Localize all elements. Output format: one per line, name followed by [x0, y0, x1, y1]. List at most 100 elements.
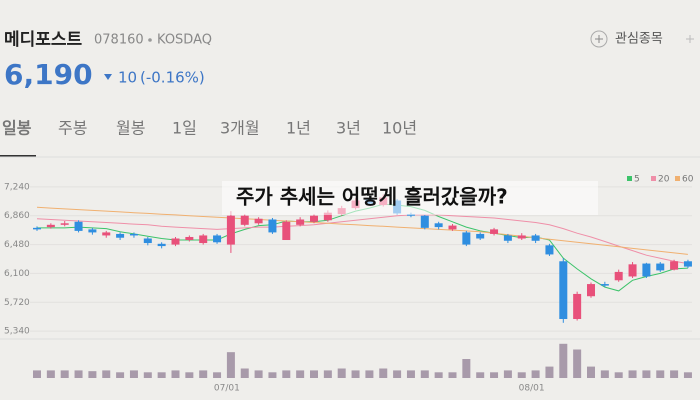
volume-bar [531, 370, 540, 378]
candle-body [323, 212, 332, 221]
volume-bar [670, 370, 679, 378]
candle-body [199, 235, 208, 244]
candle-body [434, 223, 443, 228]
volume-bar [88, 371, 97, 378]
candle-body [157, 243, 166, 247]
tab-underline [0, 155, 36, 157]
volume-bar [656, 370, 665, 378]
volume-bar [393, 370, 402, 378]
stock-code: 078160 [94, 33, 144, 48]
y-tick-label: 6,100 [4, 269, 30, 279]
volume-bar [116, 372, 125, 378]
volume-bar [240, 368, 249, 378]
tab[interactable]: 월봉 [116, 119, 145, 138]
change: 10 [118, 69, 137, 87]
candle-body [282, 221, 291, 241]
ma-line [36, 214, 688, 265]
legend-label: 5 [634, 175, 640, 185]
candle-body [587, 284, 595, 297]
tab[interactable]: 3개월 [220, 119, 260, 138]
candle-body [628, 264, 637, 277]
tab[interactable]: 1년 [286, 119, 311, 138]
volume-bar [587, 366, 595, 378]
volume-bar [102, 370, 111, 378]
plus [595, 35, 603, 43]
volume-bar [282, 370, 291, 378]
watch-icon[interactable] [590, 30, 608, 48]
volume-bar [46, 370, 55, 378]
y-tick-label: 6,860 [4, 211, 30, 221]
tab[interactable]: 일봉 [2, 119, 32, 138]
dot [148, 38, 152, 42]
candle-body [656, 263, 665, 271]
volume-bar [628, 370, 637, 378]
candle-body [268, 219, 277, 233]
x-tick-label: 08/01 [519, 384, 545, 394]
volume-bar [33, 370, 41, 378]
watch-button[interactable]: 관심종목 [615, 32, 663, 47]
volume-bar [351, 370, 360, 378]
volume-bar [406, 370, 415, 378]
volume-bar [476, 372, 485, 378]
volume-bar [310, 370, 318, 378]
volume-bar [642, 370, 651, 378]
legend-swatch [675, 176, 680, 181]
volume-bar [268, 372, 277, 378]
volume-bar [199, 370, 208, 378]
market: KOSDAQ [157, 33, 212, 48]
volume-bar [143, 372, 152, 378]
volume-bar [296, 370, 305, 378]
volume-bar [254, 370, 263, 378]
volume-bar [213, 372, 222, 378]
candle-body [33, 227, 41, 230]
candle-body [46, 224, 55, 228]
legend-swatch [651, 176, 656, 181]
candle-body [254, 218, 263, 224]
volume-bar [323, 370, 332, 378]
tab[interactable]: 10년 [382, 119, 417, 138]
volume-bar [185, 372, 194, 378]
volume-bar [600, 370, 609, 378]
volume-bar [559, 343, 568, 378]
legend-label: 20 [658, 175, 670, 185]
candle-body [545, 245, 554, 255]
volume-bar [683, 372, 692, 378]
volume-bar [448, 372, 457, 378]
y-tick-label: 7,240 [4, 182, 30, 192]
legend-label: 60 [682, 175, 694, 185]
candle-body [420, 215, 429, 228]
candle-body [517, 235, 526, 239]
candle-body [490, 229, 499, 234]
overlay-bg [222, 181, 598, 215]
candle-body [213, 235, 222, 243]
change-pct: (-0.16%) [140, 69, 205, 87]
volume-bar [503, 370, 512, 378]
y-tick-label: 6,480 [4, 240, 30, 250]
candle-body [531, 235, 540, 241]
volume-bar [434, 372, 443, 378]
candle-body [171, 238, 180, 245]
plot: 5,340 5,720 6,100 6,480 6,860 7,240 5 20 60 07/01… [0, 175, 700, 394]
candle-body [143, 238, 152, 244]
volume-bar [226, 352, 235, 378]
volume-bar [379, 368, 388, 378]
volume-bar [420, 370, 429, 378]
candle-body [226, 215, 235, 245]
candle-body [88, 229, 97, 233]
tab[interactable]: 3년 [336, 119, 361, 138]
candle-body [102, 232, 111, 236]
candle-body [559, 261, 568, 320]
volume-bar [573, 349, 582, 378]
candle-body [60, 223, 69, 225]
tab[interactable]: 1일 [172, 119, 197, 138]
candle-body [683, 261, 692, 267]
volume-bar [157, 372, 166, 378]
candle-body [129, 233, 138, 236]
candle-body [185, 236, 194, 241]
more [686, 35, 694, 43]
ma-line [36, 206, 688, 255]
tabs: 일봉 주봉 월봉 1일 3개월 1년 3년 10년 [2, 119, 417, 138]
candle-body [240, 215, 249, 225]
tab[interactable]: 주봉 [58, 119, 87, 138]
